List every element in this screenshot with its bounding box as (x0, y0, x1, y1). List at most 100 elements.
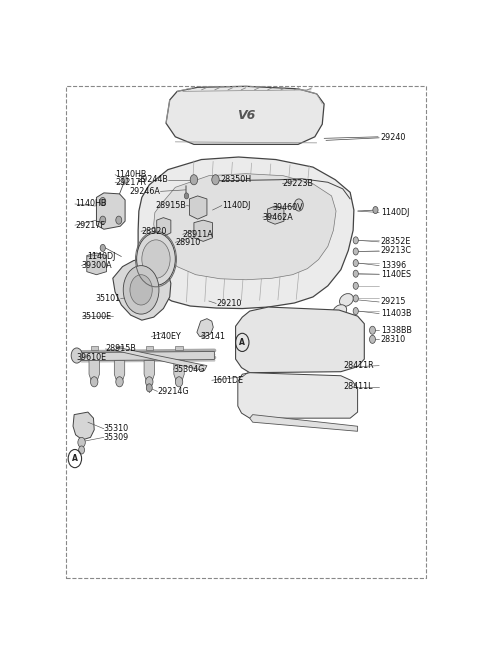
Text: 1140EY: 1140EY (151, 333, 181, 341)
Ellipse shape (281, 319, 302, 338)
Ellipse shape (311, 386, 333, 405)
Circle shape (370, 326, 375, 335)
Circle shape (353, 282, 359, 289)
Circle shape (175, 377, 183, 387)
Circle shape (71, 348, 83, 363)
Text: 1140HB: 1140HB (115, 170, 146, 179)
Text: 35310: 35310 (104, 424, 129, 433)
Text: 39462A: 39462A (263, 213, 293, 222)
Circle shape (116, 377, 123, 387)
Circle shape (353, 248, 359, 255)
Text: 28915B: 28915B (156, 201, 186, 210)
Text: 28352E: 28352E (381, 237, 411, 247)
Polygon shape (154, 174, 336, 279)
Text: 29223B: 29223B (282, 179, 313, 188)
Circle shape (146, 384, 152, 392)
Text: 29213C: 29213C (381, 247, 412, 255)
Polygon shape (114, 361, 125, 380)
Circle shape (123, 266, 159, 314)
Circle shape (294, 199, 303, 211)
Text: 1601DE: 1601DE (212, 376, 243, 385)
Circle shape (373, 207, 378, 214)
Text: 35304G: 35304G (173, 365, 205, 374)
Polygon shape (166, 87, 324, 144)
Text: 29214G: 29214G (157, 387, 189, 396)
Text: 28411L: 28411L (344, 382, 373, 392)
Circle shape (91, 377, 98, 387)
Circle shape (79, 446, 84, 454)
Text: 29240: 29240 (381, 133, 406, 142)
Circle shape (190, 174, 198, 185)
Polygon shape (73, 412, 94, 440)
Text: 39460V: 39460V (273, 203, 303, 212)
Polygon shape (190, 196, 207, 219)
Ellipse shape (311, 319, 333, 338)
Polygon shape (113, 258, 171, 320)
Text: 1140ES: 1140ES (381, 270, 411, 279)
Text: 1140HB: 1140HB (75, 199, 106, 209)
Polygon shape (96, 193, 125, 229)
Ellipse shape (250, 319, 272, 338)
Circle shape (353, 270, 359, 277)
Text: 28920: 28920 (141, 227, 167, 236)
Circle shape (353, 260, 359, 266)
Polygon shape (138, 157, 354, 308)
Circle shape (145, 377, 153, 387)
Circle shape (370, 335, 375, 343)
Circle shape (353, 295, 359, 302)
Text: 1140DJ: 1140DJ (87, 252, 116, 261)
Text: 29217R: 29217R (115, 178, 146, 187)
Polygon shape (89, 361, 99, 380)
Circle shape (100, 216, 106, 224)
Polygon shape (91, 346, 98, 350)
Text: 29210: 29210 (216, 299, 241, 308)
Polygon shape (194, 220, 213, 241)
Text: 35309: 35309 (104, 433, 129, 442)
Polygon shape (238, 373, 358, 418)
Polygon shape (197, 319, 213, 337)
Polygon shape (115, 348, 207, 371)
Circle shape (100, 245, 106, 251)
Polygon shape (156, 218, 171, 236)
Polygon shape (174, 361, 184, 380)
Ellipse shape (311, 345, 333, 364)
Text: 35101: 35101 (96, 294, 120, 303)
Circle shape (100, 197, 106, 205)
Text: 28915B: 28915B (106, 344, 136, 354)
Polygon shape (87, 253, 107, 275)
Text: 13396: 13396 (381, 261, 406, 270)
Text: 29246A: 29246A (130, 187, 160, 196)
Ellipse shape (281, 345, 302, 364)
Circle shape (130, 275, 152, 305)
Circle shape (116, 216, 122, 224)
Polygon shape (116, 346, 123, 350)
Polygon shape (236, 307, 364, 373)
Ellipse shape (339, 294, 353, 306)
Text: A: A (72, 454, 78, 463)
Polygon shape (175, 346, 183, 350)
Text: 28350H: 28350H (220, 175, 251, 184)
Text: V6: V6 (237, 109, 255, 121)
Polygon shape (250, 415, 358, 431)
Circle shape (212, 174, 219, 185)
Text: A: A (240, 338, 245, 347)
Text: 1140DJ: 1140DJ (222, 201, 250, 210)
Text: 29244B: 29244B (137, 175, 168, 184)
Ellipse shape (250, 345, 272, 364)
Polygon shape (82, 352, 215, 361)
Polygon shape (144, 361, 155, 380)
Text: 1338BB: 1338BB (381, 326, 412, 335)
Ellipse shape (250, 386, 272, 405)
Circle shape (353, 237, 359, 244)
Circle shape (142, 240, 170, 278)
Text: 11403B: 11403B (381, 309, 411, 318)
Polygon shape (267, 206, 284, 224)
Text: 1140DJ: 1140DJ (381, 208, 409, 217)
Text: 35100E: 35100E (82, 312, 112, 321)
Text: 29217F: 29217F (75, 220, 105, 230)
Text: 33141: 33141 (201, 333, 226, 341)
Circle shape (353, 308, 359, 315)
Text: 29215: 29215 (381, 297, 406, 306)
Ellipse shape (333, 305, 347, 318)
Text: 28911A: 28911A (183, 230, 214, 239)
